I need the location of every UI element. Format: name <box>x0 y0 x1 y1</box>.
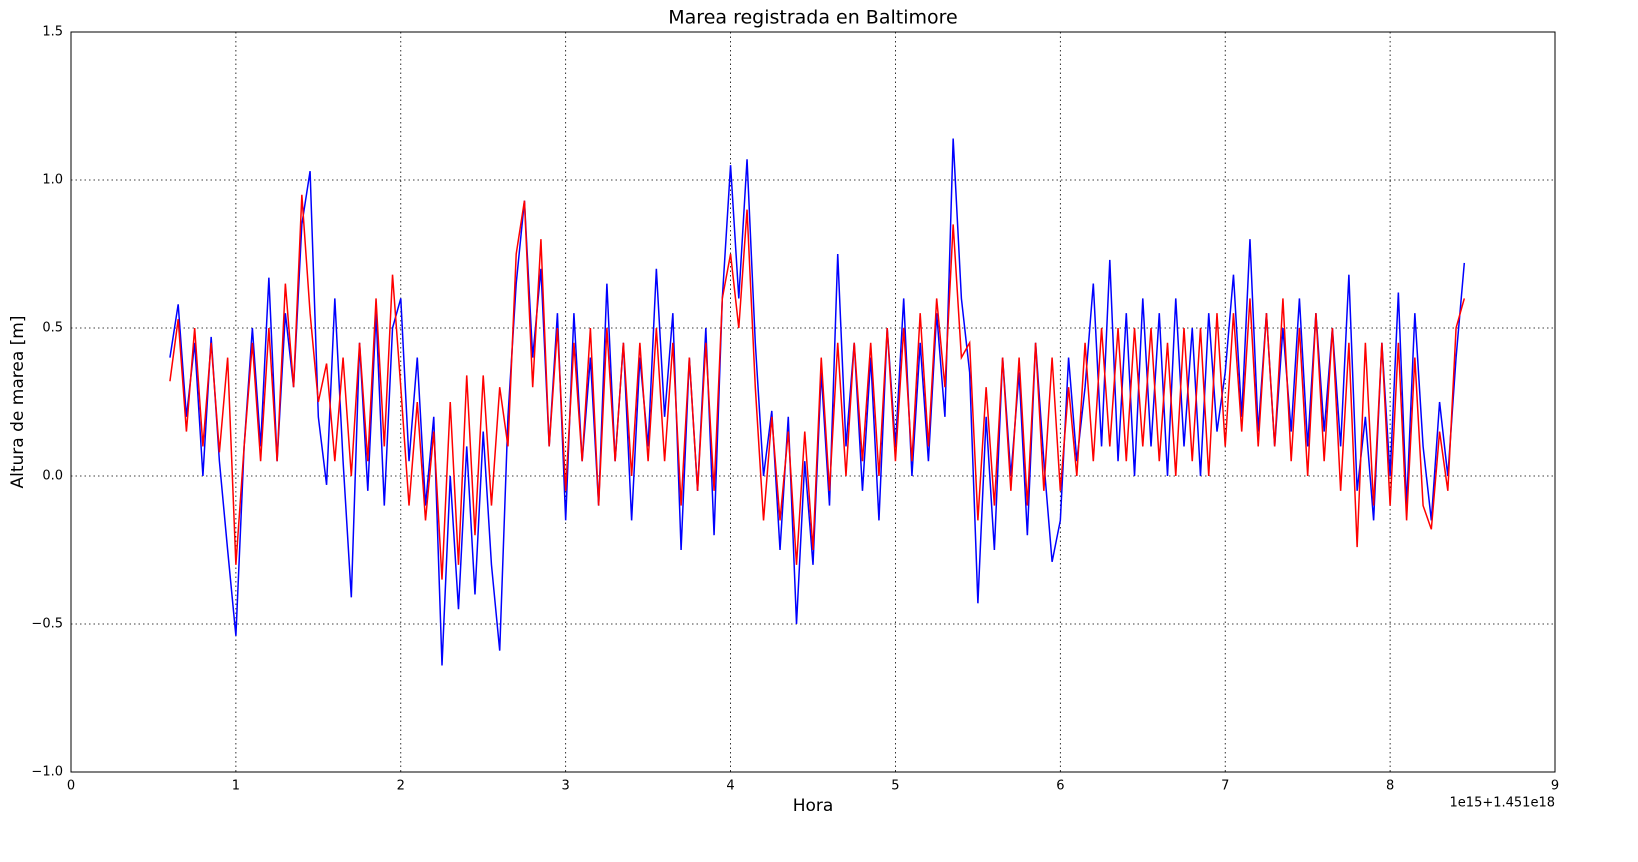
data-line <box>169 194 1466 580</box>
x-tick-label: 5 <box>891 779 899 794</box>
plot-frame <box>70 31 1556 773</box>
x-tick-label: 6 <box>1056 779 1064 794</box>
y-tick-label: 1.5 <box>42 25 63 40</box>
y-axis-label: Altura de marea [m] <box>8 316 28 489</box>
x-axis-label: Hora <box>793 796 834 816</box>
x-tick-label: 7 <box>1221 779 1229 794</box>
x-tick-label: 1 <box>232 779 240 794</box>
x-tick-label: 9 <box>1551 779 1559 794</box>
y-tick-label: 0.0 <box>42 469 63 484</box>
y-tick-label: −1.0 <box>31 765 63 780</box>
chart-title: Marea registrada en Baltimore <box>668 7 957 29</box>
x-offset-label: 1e15+1.451e18 <box>1450 796 1555 811</box>
x-tick-label: 8 <box>1386 779 1394 794</box>
x-tick-label: 2 <box>397 779 405 794</box>
y-tick-label: 0.5 <box>42 321 63 336</box>
x-tick-label: 0 <box>67 779 75 794</box>
x-tick-label: 4 <box>726 779 734 794</box>
x-tick-label: 3 <box>562 779 570 794</box>
y-tick-label: −0.5 <box>31 617 63 632</box>
y-tick-label: 1.0 <box>42 173 63 188</box>
